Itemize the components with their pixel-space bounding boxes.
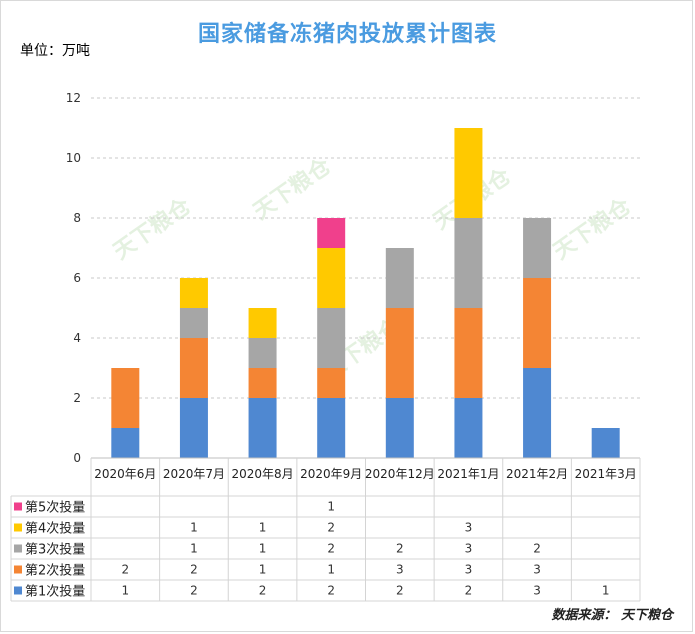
source-label: 数据来源： 天下粮仓 [551, 608, 673, 623]
table-cell-2-3: 1 [327, 563, 335, 577]
table-cell-2-1: 2 [190, 563, 198, 577]
table-cell-3-1: 1 [190, 542, 198, 556]
bar-3-6 [523, 218, 552, 278]
bar-1-1 [179, 398, 208, 458]
unit-label: 单位：万吨 [20, 43, 90, 59]
bar-2-4 [385, 308, 414, 398]
table-cell-1-3: 2 [327, 584, 335, 598]
table-cell-3-6: 2 [533, 542, 541, 556]
table-cell-1-2: 2 [259, 584, 267, 598]
legend-label-5: 第5次投量 [25, 500, 85, 516]
bar-1-2 [248, 398, 277, 458]
table-cell-1-4: 2 [396, 584, 404, 598]
x-tick-label-7: 2021年3月 [575, 467, 637, 481]
legend-label-4: 第4次投量 [25, 521, 85, 537]
bar-1-5 [454, 398, 483, 458]
bar-1-6 [523, 368, 552, 458]
x-tick-label-4: 2020年12月 [365, 467, 435, 481]
table-cell-4-5: 3 [465, 521, 473, 535]
bar-3-3 [317, 308, 346, 368]
table-cell-2-5: 3 [465, 563, 473, 577]
bar-4-1 [179, 278, 208, 308]
y-tick-label-12: 12 [66, 91, 81, 105]
bar-1-4 [385, 398, 414, 458]
watermark-4: 天下粮仓 [549, 193, 637, 265]
bar-2-1 [179, 338, 208, 398]
table-cell-1-6: 3 [533, 584, 541, 598]
table-cell-1-1: 2 [190, 584, 198, 598]
x-tick-label-5: 2021年1月 [437, 467, 499, 481]
x-tick-label-6: 2021年2月 [506, 467, 568, 481]
bar-2-0 [111, 368, 140, 428]
table-cell-1-5: 2 [465, 584, 473, 598]
watermark-1: 天下粮仓 [249, 153, 337, 225]
table-cell-4-3: 2 [327, 521, 335, 535]
table-cell-1-7: 1 [602, 584, 610, 598]
chart-title: 国家储备冻猪肉投放累计图表 [197, 22, 497, 47]
bar-2-2 [248, 368, 277, 398]
legend-swatch-2 [14, 565, 22, 574]
bar-1-3 [317, 398, 346, 458]
bar-3-4 [385, 248, 414, 308]
table-cell-2-2: 1 [259, 563, 267, 577]
y-tick-label-8: 8 [73, 211, 81, 225]
legend-swatch-5 [14, 502, 22, 511]
bar-3-5 [454, 218, 483, 308]
x-tick-label-3: 2020年9月 [300, 467, 362, 481]
bar-4-2 [248, 308, 277, 338]
bar-2-5 [454, 308, 483, 398]
watermark-0: 天下粮仓 [109, 193, 197, 265]
x-tick-label-0: 2020年6月 [94, 467, 156, 481]
table-cell-3-3: 2 [327, 542, 335, 556]
y-tick-label-10: 10 [66, 151, 81, 165]
bar-3-1 [179, 308, 208, 338]
legend-label-1: 第1次投量 [25, 584, 85, 600]
table-cell-4-2: 1 [259, 521, 267, 535]
bar-1-7 [591, 428, 620, 458]
y-tick-label-0: 0 [73, 451, 81, 465]
table-cell-1-0: 1 [121, 584, 129, 598]
table-cell-2-0: 2 [121, 563, 129, 577]
table-cell-3-4: 2 [396, 542, 404, 556]
legend-swatch-3 [14, 544, 22, 553]
bar-2-6 [523, 278, 552, 368]
bar-4-3 [317, 248, 346, 308]
table-cell-2-4: 3 [396, 563, 404, 577]
bar-3-2 [248, 338, 277, 368]
legend-swatch-4 [14, 523, 22, 532]
x-tick-label-2: 2020年8月 [231, 467, 293, 481]
legend-swatch-1 [14, 586, 22, 595]
legend-label-3: 第3次投量 [25, 542, 85, 558]
table-cell-3-5: 3 [465, 542, 473, 556]
legend-label-2: 第2次投量 [25, 563, 85, 579]
table-cell-3-2: 1 [259, 542, 267, 556]
y-tick-label-4: 4 [73, 331, 81, 345]
table-cell-2-6: 3 [533, 563, 541, 577]
bar-2-3 [317, 368, 346, 398]
bar-5-3 [317, 218, 346, 248]
bar-4-5 [454, 128, 483, 218]
y-tick-label-6: 6 [73, 271, 81, 285]
x-tick-label-1: 2020年7月 [163, 467, 225, 481]
table-cell-5-3: 1 [327, 500, 335, 514]
y-tick-label-2: 2 [73, 391, 81, 405]
table-cell-4-1: 1 [190, 521, 198, 535]
bar-1-0 [111, 428, 140, 458]
